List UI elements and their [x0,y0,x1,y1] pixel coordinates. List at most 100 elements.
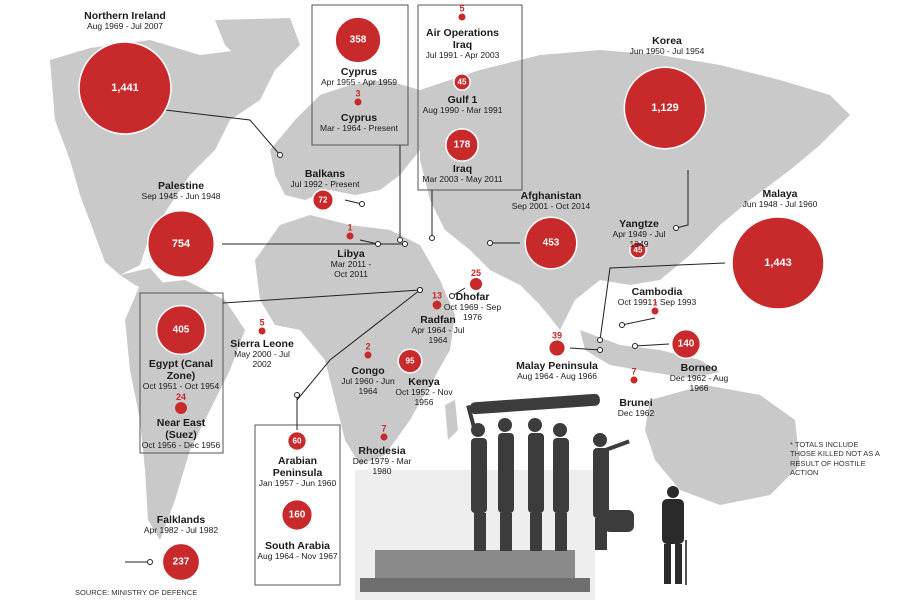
leader-anchor-iraq [429,235,435,241]
bubble-malay-peninsula: 39 [549,330,565,356]
bubble-yangtze: 45 [629,241,647,259]
label-palestine: Palestine Sep 1945 - Jun 1948 [135,180,227,202]
bubble-value-arabian-peninsula: 60 [293,437,302,446]
leader-anchor-cambodia [619,322,625,328]
conflict-dates-rhodesia: Dec 1979 - Mar 1980 [352,456,412,476]
bubble-circle-rhodesia [380,433,388,441]
bubble-circle-cyprus-1964 [354,98,362,106]
japan [700,175,725,220]
bubble-korea: 1,129 [623,66,707,150]
bubble-value-south-arabia: 160 [289,510,306,521]
bubble-circle-yangtze [629,241,647,259]
bubble-cambodia: 1 [651,298,659,315]
madagascar [445,400,458,440]
conflict-name-egypt: Egypt (Canal Zone) [148,358,214,383]
bubble-value-afghanistan: 453 [543,238,560,249]
label-gulf-1: Gulf 1 Aug 1990 - Mar 1991 [415,94,510,116]
bubble-circle-congo [364,351,372,359]
conflict-dates-arabian-peninsula: Jan 1957 - Jun 1960 [258,478,337,489]
bubble-value-radfan: 13 [432,291,442,301]
bubble-value-dhofar: 25 [471,268,481,278]
conflict-name-radfan: Radfan [420,314,456,326]
bubble-value-korea: 1,129 [651,102,679,114]
bubble-circle-arabian-peninsula [286,430,308,452]
bubble-value-falklands: 237 [173,557,190,568]
conflict-name-cambodia: Cambodia [631,286,683,298]
bubble-balkans: 72 [311,188,335,212]
bubble-cyprus-1964: 3 [354,89,362,106]
bubble-dhofar: 25 [469,268,483,291]
leader-line-cambodia [621,317,656,326]
memorial-figures [466,393,634,551]
bubble-falklands: 237 [161,542,201,582]
conflict-dates-dhofar: Oct 1969 - Sep 1976 [443,302,502,322]
bubble-circle-northern-ireland [78,41,172,135]
label-cyprus-1955: Cyprus Apr 1955 - Apr 1959 [310,66,408,88]
leader-anchor-borneo [632,343,638,349]
indonesia [580,330,720,378]
bubble-value-air-ops-iraq: 5 [459,4,464,14]
label-radfan: Radfan Apr 1964 - Jul 1964 [402,314,474,346]
bubble-borneo: 140 [670,328,702,360]
bubble-radfan: 13 [432,291,442,310]
leader-line-malay-peninsula [569,347,601,351]
conflict-dates-libya: Mar 2011 - Oct 2011 [330,259,372,279]
conflict-name-libya: Libya [337,248,365,260]
label-malay-peninsula: Malay Peninsula Aug 1964 - Aug 1966 [508,360,606,382]
bubble-circle-dhofar [469,277,483,291]
bubble-south-arabia: 160 [280,498,314,532]
leader-anchor-malaya [597,337,603,343]
bubble-value-kenya: 95 [406,357,415,366]
egypt-box [139,292,224,454]
leader-anchor-libya [375,241,381,247]
bubble-value-iraq: 178 [454,140,471,151]
label-borneo: Borneo Dec 1962 - Aug 1966 [663,362,735,394]
bubble-value-northern-ireland: 1,441 [111,82,139,94]
bubble-circle-egypt [155,304,207,356]
bubble-circle-iraq [445,128,479,162]
conflict-dates-brunei: Dec 1962 [617,408,655,419]
bubble-iraq: 178 [445,128,479,162]
bubble-circle-radfan [432,300,442,310]
leader-anchor-south-arabia [417,287,423,293]
conflict-name-air-ops-iraq: Air Operations Iraq [426,27,499,52]
conflict-dates-borneo: Dec 1962 - Aug 1966 [669,373,729,393]
label-cyprus-1964: Cyprus Mar - 1964 - Present [310,112,408,134]
conflict-dates-yangtze: Apr 1949 - Jul 1949 [612,229,666,249]
conflict-dates-kenya: Oct 1952 - Nov 1956 [395,387,453,407]
label-malaya: Malaya Jun 1948 - Jul 1960 [730,188,830,210]
visitor-figure [662,486,687,585]
label-cambodia: Cambodia Oct 1991 - Sep 1993 [612,286,702,308]
source-credit: SOURCE: MINISTRY OF DEFENCE [75,588,198,597]
leader-anchor-arabian-peninsula [294,392,300,398]
leader-line-northern-ireland [164,109,281,156]
label-korea: Korea Jun 1950 - Jul 1954 [612,35,722,57]
conflict-dates-gulf-1: Aug 1990 - Mar 1991 [422,105,503,116]
label-air-ops-iraq: Air Operations Iraq Jul 1991 - Apr 2003 [415,27,510,61]
conflict-dates-air-ops-iraq: Jul 1991 - Apr 2003 [425,50,500,61]
bubble-circle-brunei [630,376,638,384]
bubble-congo: 2 [364,342,372,359]
label-egypt: Egypt (Canal Zone) Oct 1951 - Oct 1954 [140,358,222,392]
label-afghanistan: Afghanistan Sep 2001 - Oct 2014 [492,190,610,212]
bubble-value-malaya: 1,443 [764,257,792,269]
conflict-dates-cyprus-1964: Mar - 1964 - Present [320,123,398,134]
conflict-dates-northern-ireland: Aug 1969 - Jul 2007 [86,21,164,32]
bubble-value-sierra-leone: 5 [259,318,264,328]
bubble-value-gulf-1: 45 [458,78,467,87]
conflict-name-arabian-peninsula: Arabian Peninsula [272,455,323,480]
conflict-dates-korea: Jun 1950 - Jul 1954 [629,46,705,57]
bubble-value-borneo: 140 [678,339,695,350]
conflict-dates-iraq: Mar 2003 - May 2011 [422,174,503,185]
label-sierra-leone: Sierra Leone May 2000 - Jul 2002 [224,338,300,370]
bubble-circle-cyprus-1955 [334,16,382,64]
leader-anchor-dhofar [449,293,455,299]
bubble-malaya: 1,443 [731,216,825,310]
bubble-circle-near-east [175,402,187,414]
conflict-dates-malaya: Jun 1948 - Jul 1960 [742,199,818,210]
conflict-name-yangtze: Yangtze [619,218,659,230]
conflict-dates-radfan: Apr 1964 - Jul 1964 [411,325,465,345]
label-northern-ireland: Northern Ireland Aug 1969 - Jul 2007 [80,10,170,32]
